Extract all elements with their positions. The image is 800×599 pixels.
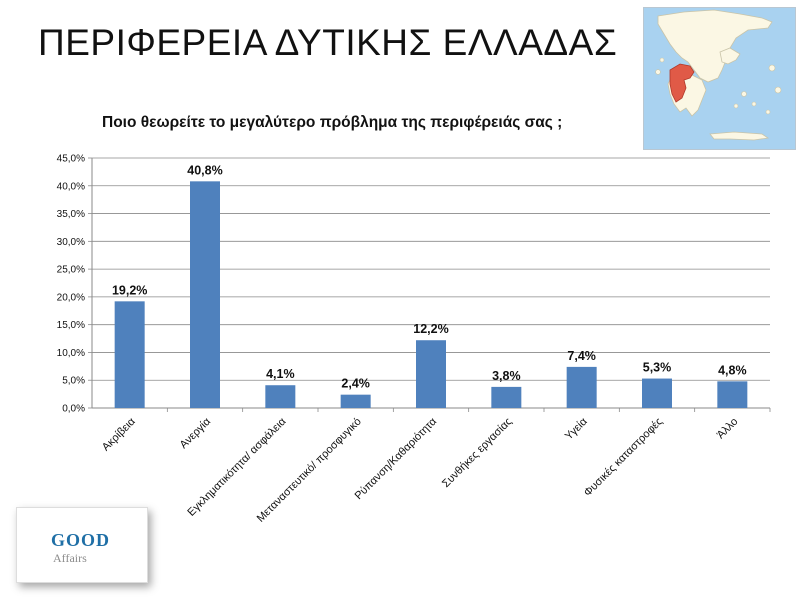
chart-title: Ποιο θεωρείτε το μεγαλύτερο πρόβλημα της… — [102, 114, 563, 131]
highlighted-region — [669, 63, 695, 103]
y-tick-label: 30,0% — [57, 237, 85, 248]
bars — [114, 181, 748, 408]
logo-good-text: GOOD — [51, 530, 111, 550]
data-label: 2,4% — [341, 377, 370, 391]
slide-title: ΠΕΡΙΦΕΡΕΙΑ ΔΥΤΙΚΗΣ ΕΛΛΑΔΑΣ — [38, 22, 618, 63]
bar — [114, 301, 145, 408]
bar — [340, 394, 371, 408]
data-label: 4,8% — [718, 363, 747, 377]
bar — [717, 381, 748, 408]
logo-affairs-text: Affairs — [53, 551, 87, 565]
x-tick-label: Ανεργία — [178, 415, 214, 451]
bar — [642, 378, 672, 408]
data-label: 12,2% — [413, 322, 448, 336]
bar — [416, 340, 446, 408]
x-tick-label: Φυσικές καταστροφές — [582, 416, 665, 499]
x-tick-label: Ακρίβεια — [100, 415, 138, 453]
data-label: 3,8% — [492, 369, 521, 383]
x-tick-label: Συνθήκες εργασίας — [440, 416, 514, 490]
bar — [491, 386, 522, 408]
y-tick-label: 40,0% — [57, 181, 85, 192]
y-tick-label: 25,0% — [57, 265, 85, 276]
data-label: 19,2% — [112, 283, 147, 297]
greece-map-graphic — [655, 9, 782, 141]
x-tick-label: Άλλο — [715, 416, 741, 442]
x-tick-label: Υγεία — [563, 415, 590, 442]
bar — [265, 385, 296, 408]
data-label: 40,8% — [187, 163, 222, 177]
y-tick-label: 45,0% — [57, 154, 85, 165]
y-tick-label: 15,0% — [57, 320, 85, 331]
y-tick-labels: 0,0% 5,0% 10,0% 15,0% 20,0% 25,0% 30,0% 35,0% 40… — [57, 154, 85, 415]
y-tick-label: 0,0% — [62, 404, 85, 415]
bar — [566, 366, 597, 408]
data-labels: 19,2% 40,8% 4,1% 2,4% 12,2% 3,8% 7,4% 5,3% 4,8% — [112, 163, 747, 390]
y-tick-label: 5,0% — [62, 376, 85, 387]
data-label: 7,4% — [567, 349, 596, 363]
region-map — [643, 7, 796, 150]
y-tick-label: 10,0% — [57, 348, 85, 359]
data-label: 5,3% — [643, 361, 672, 375]
y-tick-label: 35,0% — [57, 209, 85, 220]
data-label: 4,1% — [266, 367, 295, 381]
x-tick-label: Ρύπανση/Καθαριότητα — [353, 415, 440, 502]
bar — [190, 181, 220, 408]
good-affairs-logo: GOOD Affairs — [16, 507, 148, 583]
y-tick-label: 20,0% — [57, 292, 85, 303]
